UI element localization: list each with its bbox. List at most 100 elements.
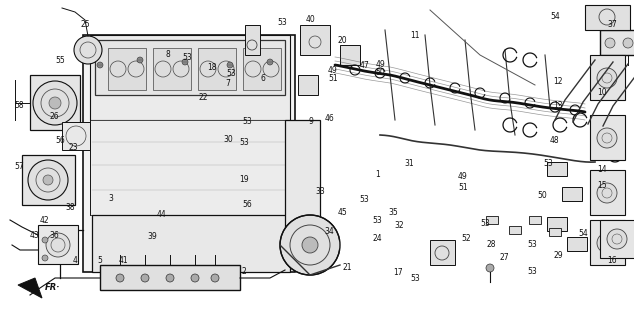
Polygon shape [509, 226, 521, 234]
Circle shape [267, 59, 273, 65]
Polygon shape [567, 237, 587, 251]
Polygon shape [585, 5, 630, 30]
Text: 21: 21 [343, 263, 352, 272]
Polygon shape [529, 216, 541, 224]
Polygon shape [243, 48, 281, 90]
Text: 18: 18 [208, 63, 217, 72]
Text: 12: 12 [553, 77, 562, 86]
Polygon shape [562, 187, 582, 201]
Text: 51: 51 [458, 183, 468, 192]
Text: 53: 53 [359, 196, 370, 204]
Polygon shape [30, 75, 80, 130]
Polygon shape [100, 265, 240, 290]
Circle shape [486, 264, 494, 272]
Polygon shape [285, 120, 320, 235]
Text: 24: 24 [372, 234, 382, 243]
Circle shape [46, 233, 70, 257]
Text: 28: 28 [487, 240, 496, 249]
Text: 49: 49 [375, 60, 385, 68]
Text: 53: 53 [527, 268, 538, 276]
Text: 9: 9 [308, 117, 313, 126]
Polygon shape [549, 228, 561, 236]
Text: 49: 49 [458, 172, 468, 180]
Text: 48: 48 [550, 136, 560, 145]
Polygon shape [590, 115, 625, 160]
Polygon shape [600, 30, 634, 55]
Text: 45: 45 [337, 208, 347, 217]
Circle shape [597, 233, 617, 253]
Polygon shape [62, 122, 90, 150]
Text: 4: 4 [72, 256, 77, 265]
Text: 53: 53 [527, 240, 538, 249]
Text: 53: 53 [410, 274, 420, 283]
Text: 58: 58 [14, 101, 24, 110]
Circle shape [191, 274, 199, 282]
Text: 33: 33 [315, 188, 325, 196]
Text: 32: 32 [394, 221, 404, 230]
Text: 47: 47 [359, 61, 370, 70]
Text: 53: 53 [182, 53, 192, 62]
Text: 44: 44 [157, 210, 167, 219]
Text: 52: 52 [461, 234, 471, 243]
Polygon shape [153, 48, 191, 90]
Text: 5: 5 [98, 256, 103, 265]
Polygon shape [38, 225, 78, 264]
Circle shape [49, 97, 61, 109]
Circle shape [33, 81, 77, 125]
Text: 20: 20 [337, 36, 347, 44]
Text: 10: 10 [597, 88, 607, 97]
Polygon shape [590, 170, 625, 215]
Text: FR·: FR· [45, 283, 60, 292]
Polygon shape [600, 220, 634, 258]
Circle shape [211, 274, 219, 282]
Text: 25: 25 [81, 20, 91, 28]
Text: 17: 17 [393, 268, 403, 277]
Text: 53: 53 [239, 138, 249, 147]
Text: 6: 6 [261, 74, 266, 83]
Text: 38: 38 [65, 204, 75, 212]
Circle shape [28, 160, 68, 200]
Text: 57: 57 [14, 162, 24, 171]
Text: 50: 50 [537, 191, 547, 200]
Text: 56: 56 [55, 136, 65, 145]
Text: 35: 35 [388, 208, 398, 217]
Circle shape [137, 57, 143, 63]
Text: 55: 55 [55, 56, 65, 65]
Circle shape [97, 62, 103, 68]
Text: 56: 56 [242, 200, 252, 209]
Text: 40: 40 [306, 15, 316, 24]
Polygon shape [590, 55, 625, 100]
Polygon shape [92, 215, 290, 272]
Polygon shape [547, 162, 567, 176]
Text: 43: 43 [30, 231, 40, 240]
Polygon shape [340, 45, 360, 65]
Text: 7: 7 [226, 79, 231, 88]
Text: 54: 54 [578, 229, 588, 238]
Text: 53: 53 [242, 117, 252, 126]
Polygon shape [90, 35, 290, 120]
Text: 13: 13 [553, 101, 563, 110]
Text: 31: 31 [404, 159, 414, 168]
Text: 49: 49 [328, 66, 338, 75]
Circle shape [597, 183, 617, 203]
Circle shape [116, 274, 124, 282]
Circle shape [597, 68, 617, 88]
Polygon shape [83, 35, 295, 272]
Polygon shape [90, 120, 290, 215]
Polygon shape [300, 25, 330, 55]
Polygon shape [22, 155, 75, 205]
Text: 53: 53 [372, 216, 382, 225]
Polygon shape [547, 217, 567, 231]
Text: 3: 3 [108, 194, 113, 203]
Polygon shape [108, 48, 146, 90]
Text: 53: 53 [226, 69, 236, 78]
Polygon shape [95, 40, 285, 95]
Text: 46: 46 [325, 114, 335, 123]
Polygon shape [590, 220, 625, 265]
Circle shape [280, 215, 340, 275]
Text: 27: 27 [499, 253, 509, 262]
Text: 53: 53 [480, 220, 490, 228]
Text: 14: 14 [597, 165, 607, 174]
Text: 29: 29 [553, 252, 563, 260]
Circle shape [227, 62, 233, 68]
